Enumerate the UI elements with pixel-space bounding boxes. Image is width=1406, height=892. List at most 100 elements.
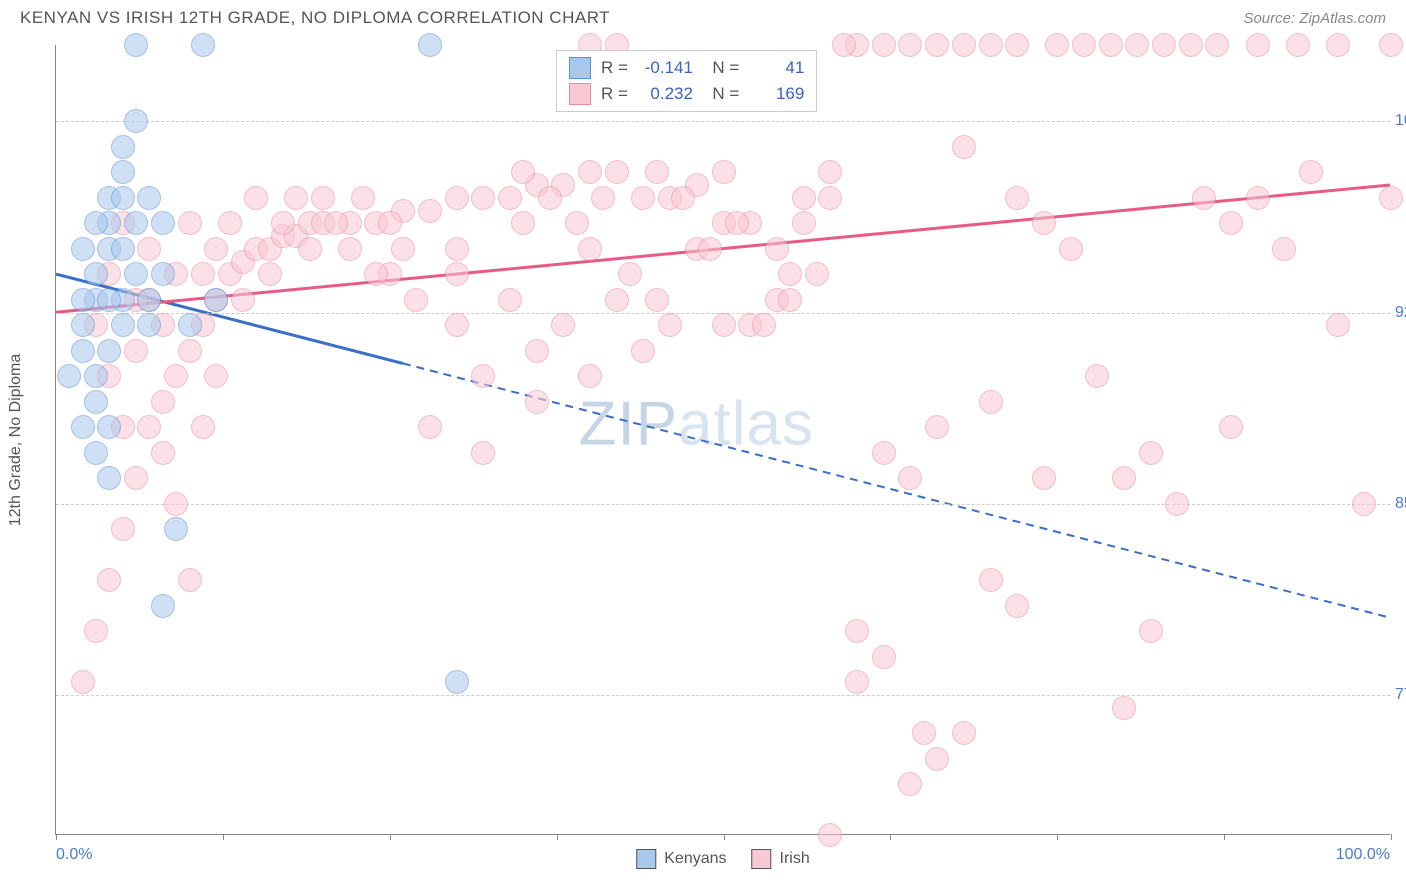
data-point-pink xyxy=(71,670,95,694)
data-point-pink xyxy=(525,390,549,414)
data-point-pink xyxy=(645,288,669,312)
data-point-pink xyxy=(418,415,442,439)
data-point-pink xyxy=(979,33,1003,57)
data-point-pink xyxy=(631,186,655,210)
data-point-pink xyxy=(498,288,522,312)
ytick-label: 85.0% xyxy=(1395,495,1406,513)
data-point-pink xyxy=(1326,313,1350,337)
data-point-pink xyxy=(97,568,121,592)
data-point-pink xyxy=(671,186,695,210)
data-point-pink xyxy=(805,262,829,286)
data-point-pink xyxy=(404,288,428,312)
data-point-pink xyxy=(351,186,375,210)
data-point-pink xyxy=(1125,33,1149,57)
xtick xyxy=(557,834,558,840)
data-point-pink xyxy=(658,313,682,337)
data-point-pink xyxy=(898,772,922,796)
data-point-blue xyxy=(418,33,442,57)
data-point-pink xyxy=(445,237,469,261)
data-point-pink xyxy=(591,186,615,210)
data-point-pink xyxy=(151,441,175,465)
data-point-pink xyxy=(178,568,202,592)
legend-swatch-pink xyxy=(752,849,772,869)
data-point-pink xyxy=(872,645,896,669)
data-point-blue xyxy=(97,415,121,439)
data-point-pink xyxy=(605,160,629,184)
data-point-pink xyxy=(1139,619,1163,643)
data-point-pink xyxy=(1286,33,1310,57)
data-point-pink xyxy=(898,466,922,490)
data-point-pink xyxy=(378,211,402,235)
stats-row-kenyans: R = -0.141 N = 41 xyxy=(569,55,804,81)
chart-source: Source: ZipAtlas.com xyxy=(1243,10,1386,27)
data-point-pink xyxy=(712,313,736,337)
data-point-pink xyxy=(1165,492,1189,516)
data-point-blue xyxy=(111,313,135,337)
data-point-pink xyxy=(471,364,495,388)
data-point-pink xyxy=(872,33,896,57)
data-point-pink xyxy=(778,262,802,286)
data-point-pink xyxy=(578,160,602,184)
data-point-pink xyxy=(298,237,322,261)
data-point-pink xyxy=(525,339,549,363)
data-point-blue xyxy=(445,670,469,694)
stats-legend-box: R = -0.141 N = 41 R = 0.232 N = 169 xyxy=(556,50,817,112)
data-point-pink xyxy=(698,237,722,261)
data-point-pink xyxy=(832,33,856,57)
data-point-blue xyxy=(124,211,148,235)
data-point-pink xyxy=(204,237,228,261)
data-point-pink xyxy=(725,211,749,235)
data-point-blue xyxy=(137,313,161,337)
data-point-pink xyxy=(1059,237,1083,261)
data-point-pink xyxy=(1326,33,1350,57)
data-point-blue xyxy=(71,339,95,363)
data-point-pink xyxy=(845,670,869,694)
data-point-pink xyxy=(84,619,108,643)
data-point-pink xyxy=(1152,33,1176,57)
data-point-pink xyxy=(1299,160,1323,184)
data-point-pink xyxy=(778,288,802,312)
gridline-h xyxy=(56,504,1390,505)
stats-row-irish: R = 0.232 N = 169 xyxy=(569,81,804,107)
data-point-blue xyxy=(124,33,148,57)
data-point-pink xyxy=(1205,33,1229,57)
data-point-pink xyxy=(872,441,896,465)
data-point-pink xyxy=(445,262,469,286)
ytick-label: 77.5% xyxy=(1395,686,1406,704)
data-point-pink xyxy=(1032,211,1056,235)
data-point-blue xyxy=(84,364,108,388)
data-point-blue xyxy=(84,211,108,235)
data-point-pink xyxy=(752,313,776,337)
stat-label-r: R = xyxy=(601,84,628,104)
data-point-pink xyxy=(1179,33,1203,57)
xtick xyxy=(223,834,224,840)
legend-item-irish: Irish xyxy=(752,849,810,869)
data-point-pink xyxy=(979,568,1003,592)
data-point-pink xyxy=(445,313,469,337)
data-point-pink xyxy=(204,364,228,388)
data-point-pink xyxy=(1005,33,1029,57)
data-point-pink xyxy=(605,288,629,312)
y-axis-label: 12th Grade, No Diploma xyxy=(7,353,25,526)
data-point-blue xyxy=(84,390,108,414)
gridline-h xyxy=(56,695,1390,696)
data-point-pink xyxy=(898,33,922,57)
xtick xyxy=(1391,834,1392,840)
data-point-blue xyxy=(124,109,148,133)
data-point-pink xyxy=(1272,237,1296,261)
data-point-blue xyxy=(97,466,121,490)
data-point-blue xyxy=(137,288,161,312)
xtick xyxy=(890,834,891,840)
data-point-blue xyxy=(71,237,95,261)
xtick xyxy=(1057,834,1058,840)
data-point-blue xyxy=(151,211,175,235)
data-point-pink xyxy=(925,747,949,771)
legend-label-kenyans: Kenyans xyxy=(664,850,726,868)
data-point-blue xyxy=(178,313,202,337)
data-point-blue xyxy=(97,339,121,363)
data-point-pink xyxy=(258,262,282,286)
data-point-pink xyxy=(191,262,215,286)
data-point-pink xyxy=(151,390,175,414)
data-point-pink xyxy=(845,619,869,643)
data-point-pink xyxy=(712,160,736,184)
